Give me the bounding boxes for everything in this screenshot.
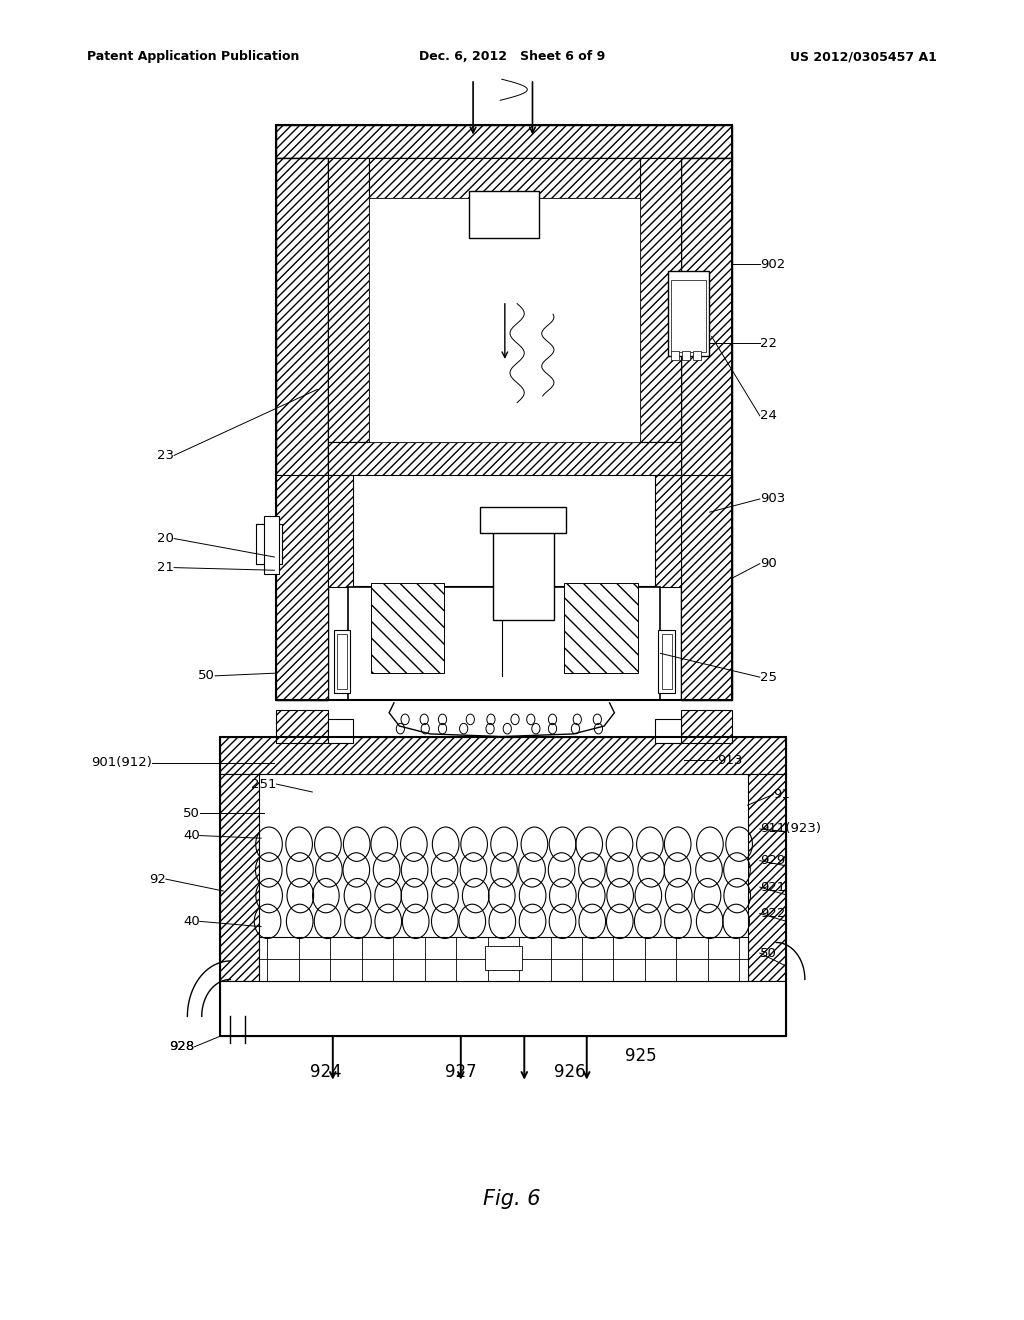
Bar [493,525,554,620]
Text: 40: 40 [183,829,200,842]
Bar [693,351,701,360]
Text: 20: 20 [158,532,174,545]
Bar [655,719,681,743]
Text: Fig. 6: Fig. 6 [483,1188,541,1209]
Bar [328,475,353,587]
Text: 921: 921 [760,880,785,894]
Text: 911(923): 911(923) [760,822,821,836]
Bar [681,158,732,700]
Bar [658,630,675,693]
Bar [276,125,732,158]
Bar [348,587,660,700]
Bar [256,524,282,564]
Text: 927: 927 [445,1063,476,1081]
Text: 902: 902 [760,257,785,271]
Text: 24: 24 [760,409,776,422]
Text: US 2012/0305457 A1: US 2012/0305457 A1 [791,50,937,63]
Bar [655,475,681,587]
Text: 929: 929 [760,854,785,867]
Bar [220,737,786,774]
Bar [220,774,259,981]
Text: 922: 922 [760,907,785,920]
Bar [469,191,539,238]
Bar [276,158,328,700]
Bar [353,586,655,620]
Bar [259,937,748,981]
Bar [682,351,690,360]
Bar [671,280,706,352]
Text: Patent Application Publication: Patent Application Publication [87,50,299,63]
Bar [220,981,786,1036]
Text: 21: 21 [157,561,174,574]
Bar [681,710,732,743]
Bar [328,442,681,475]
Bar [264,516,279,574]
Bar [369,198,640,442]
Text: 40: 40 [183,915,200,928]
Text: 903: 903 [760,492,785,506]
Text: 925: 925 [626,1047,656,1065]
Text: 50: 50 [183,807,200,820]
Bar [671,351,679,360]
Bar [668,271,709,356]
Text: 50: 50 [760,946,776,960]
Text: 25: 25 [760,671,777,684]
Text: 22: 22 [760,337,777,350]
Bar [371,583,444,673]
Bar [276,710,328,743]
Bar [276,475,328,700]
Text: 924: 924 [310,1063,341,1081]
Bar [276,125,732,700]
Bar [640,158,681,442]
Text: 92: 92 [150,873,166,886]
Bar [748,774,786,981]
Bar [328,719,353,743]
Text: 928: 928 [169,1040,195,1053]
Text: 90: 90 [760,557,776,570]
Text: Dec. 6, 2012   Sheet 6 of 9: Dec. 6, 2012 Sheet 6 of 9 [419,50,605,63]
Text: 91: 91 [773,788,790,801]
Text: 926: 926 [554,1063,585,1081]
Text: 913: 913 [717,754,742,767]
Text: 928: 928 [169,1040,195,1053]
Bar [485,946,521,970]
Bar [369,158,640,198]
Text: 50: 50 [199,669,215,682]
Bar [564,583,638,673]
Text: 251: 251 [251,777,276,791]
Bar [328,158,369,442]
Bar [220,737,786,1036]
Bar [681,475,732,700]
Bar [337,634,347,689]
Text: 23: 23 [157,449,174,462]
Text: 901(912): 901(912) [91,756,152,770]
Bar [662,634,672,689]
Bar [480,507,566,533]
Bar [334,630,350,693]
